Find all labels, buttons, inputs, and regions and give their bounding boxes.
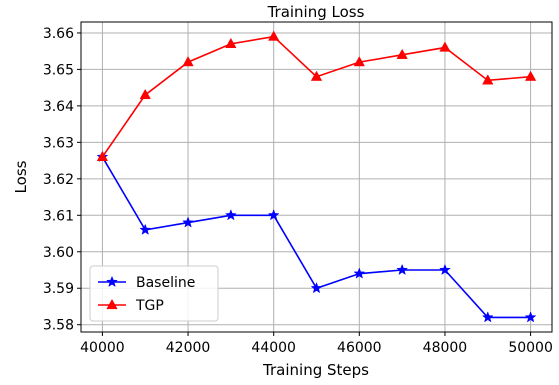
baseline-point [182,216,194,228]
baseline-point [353,267,366,279]
baseline-point [139,223,152,235]
tgp-point [482,74,494,85]
tgp-point [524,70,537,81]
y-axis-label: Loss [12,160,30,193]
tgp-point [310,70,323,81]
y-tick-label: 3.61 [43,208,74,224]
tgp-point [396,48,408,59]
y-tick-label: 3.64 [43,99,74,115]
legend-baseline-label: Baseline [136,275,195,291]
y-tick-label: 3.63 [43,135,74,151]
tgp-point [353,56,365,67]
x-axis-label: Training Steps [262,361,369,379]
legend-baseline-marker [106,275,118,288]
series-layer [96,30,537,323]
y-tick-label: 3.58 [43,318,74,334]
y-tick-label: 3.62 [43,172,74,188]
tgp-point [439,41,451,52]
tgp-point [96,150,109,162]
y-tick-label: 3.60 [43,245,74,261]
tgp-point [268,30,280,41]
baseline-point [267,209,280,221]
tgp-point [139,88,151,100]
x-tick-label: 42000 [166,340,211,356]
baseline-point [310,282,323,294]
legend-tgp-marker [106,298,118,310]
baseline-point [439,263,451,276]
y-tick-label: 3.59 [43,281,74,297]
x-tick-label: 40000 [80,340,125,356]
tgp-line [101,35,531,158]
baseline-point [524,311,537,323]
plot-frame [80,21,553,333]
legend-tgp-label: TGP [135,298,164,314]
baseline-point [396,263,409,276]
y-tick-label: 3.65 [43,62,74,78]
legend: Baseline TGP [89,265,219,322]
baseline-point [224,209,237,221]
y-tick-label: 3.66 [43,26,74,42]
x-tick-label: 46000 [337,340,382,356]
x-tick-label: 44000 [251,340,296,356]
axis-ticks: 40000 42000 44000 46000 48000 50000 3.58 3.59 3.… [43,26,553,356]
x-tick-label: 50000 [508,340,553,356]
tgp-point [182,56,194,67]
x-tick-label: 48000 [423,340,468,356]
legend-box [89,265,219,322]
chart-title: Training Loss [267,3,365,21]
baseline-point [481,311,494,323]
tgp-point [225,37,237,48]
